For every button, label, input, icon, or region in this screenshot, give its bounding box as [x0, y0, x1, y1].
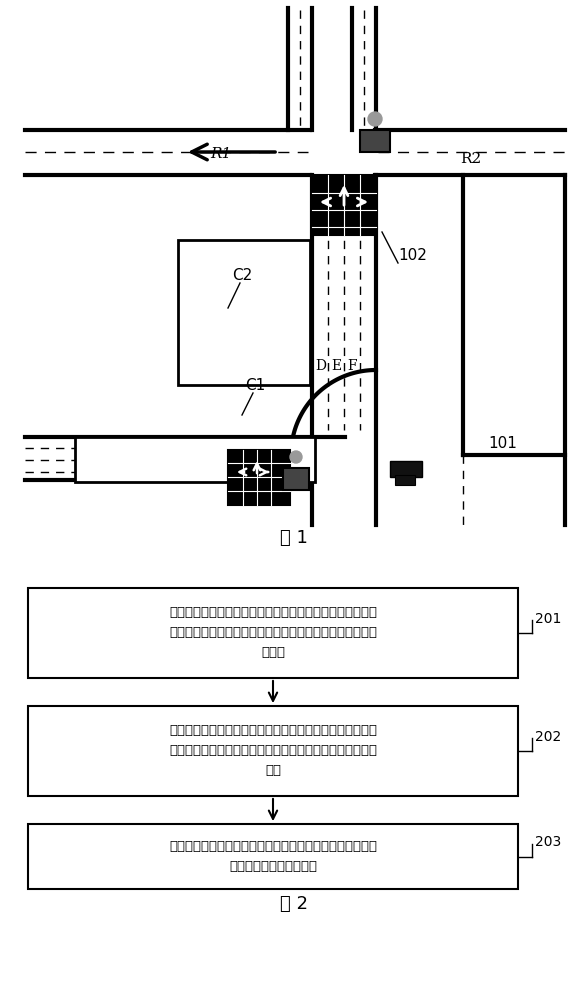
Text: E: E — [331, 359, 341, 373]
Text: 203: 203 — [535, 836, 562, 850]
Bar — [28, 824, 518, 889]
Bar — [283, 468, 309, 490]
Text: 依据车辆的当前位置在引导线路中选定目标引导点，所述目
标引导点的线路引导信息包括至少两条进入所述引导点的车
道信息: 依据车辆的当前位置在引导线路中选定目标引导点，所述目 标引导点的线路引导信息包括… — [169, 606, 377, 660]
Bar — [390, 461, 422, 477]
Bar — [360, 130, 390, 152]
Text: C2: C2 — [232, 268, 252, 283]
Text: F: F — [347, 359, 357, 373]
Text: 101: 101 — [488, 436, 517, 451]
Circle shape — [290, 451, 302, 463]
Bar — [75, 437, 315, 482]
Text: R1: R1 — [210, 147, 231, 161]
Text: C: C — [246, 468, 256, 481]
Text: B: B — [233, 468, 242, 481]
Text: 102: 102 — [398, 248, 427, 263]
Bar — [178, 240, 310, 385]
Text: 201: 201 — [535, 612, 562, 626]
Bar — [28, 706, 518, 796]
Bar — [28, 588, 518, 678]
Text: R2: R2 — [460, 152, 481, 166]
Text: D: D — [315, 359, 326, 373]
Bar — [395, 475, 415, 485]
Text: 图 1: 图 1 — [280, 529, 308, 547]
Text: 202: 202 — [535, 730, 562, 744]
Text: 读取所述目标引导点和关联引导点的线路引导信息，按照预
置规则生成车道引导信息: 读取所述目标引导点和关联引导点的线路引导信息，按照预 置规则生成车道引导信息 — [169, 840, 377, 873]
Text: 判断所述目标引导点的给定距离内是否存在其它引导点，如
果是，则提取与所述目标引导点距离最近的引导点为关联引
导点: 判断所述目标引导点的给定距离内是否存在其它引导点，如 果是，则提取与所述目标引导… — [169, 724, 377, 778]
Text: 图 2: 图 2 — [280, 895, 308, 913]
Circle shape — [368, 112, 382, 126]
Text: C1: C1 — [245, 378, 265, 393]
Bar — [228, 450, 290, 505]
Bar — [312, 175, 376, 235]
